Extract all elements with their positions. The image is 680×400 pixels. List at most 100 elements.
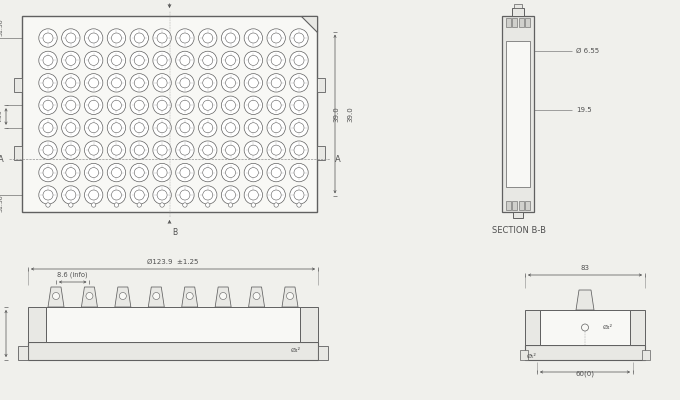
Circle shape bbox=[274, 203, 278, 207]
Circle shape bbox=[581, 324, 588, 331]
Circle shape bbox=[244, 74, 262, 92]
Bar bbox=[22, 16, 317, 212]
Circle shape bbox=[226, 190, 235, 200]
Circle shape bbox=[86, 292, 93, 300]
Circle shape bbox=[88, 33, 99, 43]
Bar bbox=[506, 18, 511, 27]
Circle shape bbox=[134, 78, 144, 88]
Text: Ø 6.55: Ø 6.55 bbox=[576, 48, 599, 54]
Circle shape bbox=[157, 33, 167, 43]
Circle shape bbox=[43, 190, 53, 200]
Circle shape bbox=[107, 29, 126, 47]
Circle shape bbox=[226, 56, 235, 66]
Circle shape bbox=[175, 163, 194, 182]
Bar bbox=[525, 310, 540, 345]
Text: 4.50: 4.50 bbox=[0, 110, 3, 123]
Circle shape bbox=[84, 74, 103, 92]
Polygon shape bbox=[576, 290, 594, 310]
Circle shape bbox=[130, 163, 148, 182]
Circle shape bbox=[244, 51, 262, 70]
Circle shape bbox=[157, 123, 167, 133]
Circle shape bbox=[88, 56, 99, 66]
Circle shape bbox=[66, 56, 75, 66]
Circle shape bbox=[107, 96, 126, 114]
Circle shape bbox=[267, 163, 286, 182]
Circle shape bbox=[62, 186, 80, 204]
Circle shape bbox=[222, 51, 240, 70]
Circle shape bbox=[271, 190, 282, 200]
Circle shape bbox=[222, 29, 240, 47]
Circle shape bbox=[107, 118, 126, 137]
Circle shape bbox=[39, 163, 57, 182]
Circle shape bbox=[222, 74, 240, 92]
Circle shape bbox=[66, 145, 75, 155]
Circle shape bbox=[290, 186, 308, 204]
Circle shape bbox=[222, 118, 240, 137]
Circle shape bbox=[248, 168, 258, 178]
Polygon shape bbox=[301, 16, 317, 32]
Circle shape bbox=[112, 168, 122, 178]
Circle shape bbox=[290, 163, 308, 182]
Circle shape bbox=[134, 56, 144, 66]
Text: SECTION B-B: SECTION B-B bbox=[492, 226, 546, 235]
Circle shape bbox=[134, 190, 144, 200]
Circle shape bbox=[244, 29, 262, 47]
Circle shape bbox=[62, 118, 80, 137]
Circle shape bbox=[39, 141, 57, 159]
Circle shape bbox=[62, 163, 80, 182]
Circle shape bbox=[153, 292, 160, 300]
Bar bbox=[318, 346, 328, 360]
Circle shape bbox=[112, 33, 122, 43]
Circle shape bbox=[39, 74, 57, 92]
Bar bbox=[317, 146, 325, 160]
Circle shape bbox=[107, 186, 126, 204]
Circle shape bbox=[294, 190, 304, 200]
Bar bbox=[28, 342, 318, 360]
Circle shape bbox=[220, 292, 226, 300]
Circle shape bbox=[267, 74, 286, 92]
Circle shape bbox=[271, 145, 282, 155]
Circle shape bbox=[120, 292, 126, 300]
Circle shape bbox=[175, 96, 194, 114]
Circle shape bbox=[157, 56, 167, 66]
Circle shape bbox=[69, 203, 73, 207]
Circle shape bbox=[180, 145, 190, 155]
Text: 19.5: 19.5 bbox=[576, 107, 592, 113]
Circle shape bbox=[205, 203, 210, 207]
Polygon shape bbox=[148, 287, 165, 307]
Circle shape bbox=[157, 78, 167, 88]
Circle shape bbox=[153, 74, 171, 92]
Text: 8.6 (info): 8.6 (info) bbox=[57, 272, 88, 278]
Circle shape bbox=[134, 33, 144, 43]
Circle shape bbox=[39, 51, 57, 70]
Circle shape bbox=[267, 141, 286, 159]
Circle shape bbox=[290, 74, 308, 92]
Circle shape bbox=[253, 292, 260, 300]
Circle shape bbox=[290, 51, 308, 70]
Bar bbox=[525, 201, 530, 210]
Circle shape bbox=[294, 56, 304, 66]
Circle shape bbox=[88, 168, 99, 178]
Circle shape bbox=[160, 203, 165, 207]
Bar bbox=[519, 18, 524, 27]
Text: 60(0): 60(0) bbox=[575, 370, 594, 377]
Circle shape bbox=[244, 186, 262, 204]
Circle shape bbox=[153, 96, 171, 114]
Circle shape bbox=[228, 203, 233, 207]
Circle shape bbox=[88, 100, 99, 110]
Circle shape bbox=[112, 56, 122, 66]
Circle shape bbox=[130, 51, 148, 70]
Circle shape bbox=[153, 186, 171, 204]
Circle shape bbox=[43, 100, 53, 110]
Polygon shape bbox=[215, 287, 231, 307]
Text: Ø123.9  ±1.25: Ø123.9 ±1.25 bbox=[148, 259, 199, 265]
Circle shape bbox=[226, 100, 235, 110]
Circle shape bbox=[134, 145, 144, 155]
Circle shape bbox=[175, 141, 194, 159]
Circle shape bbox=[226, 123, 235, 133]
Bar bbox=[14, 78, 22, 92]
Bar bbox=[502, 16, 534, 212]
Circle shape bbox=[290, 96, 308, 114]
Circle shape bbox=[203, 123, 213, 133]
Circle shape bbox=[294, 123, 304, 133]
